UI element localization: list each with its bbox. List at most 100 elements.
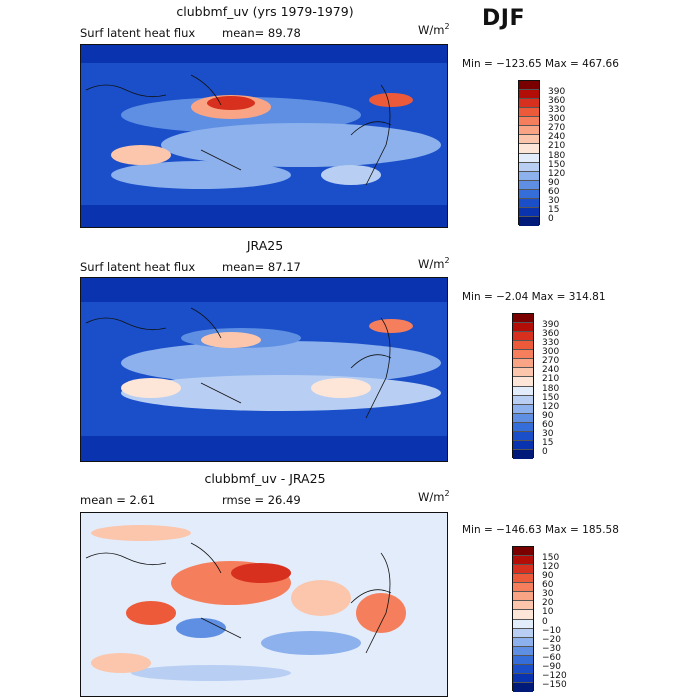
- panel-3-colorbar: [512, 546, 534, 692]
- colorbar-swatch: [519, 189, 539, 199]
- panel-3-units: W/m2: [418, 489, 450, 504]
- colorbar-tick-label: 270: [548, 123, 566, 134]
- colorbar-tick-label: 210: [548, 141, 566, 152]
- colorbar-swatch: [513, 341, 533, 351]
- colorbar-swatch: [513, 440, 533, 450]
- panel-1-colorbar-ticks: 390 360 330 300 270 240 210 180 150 120 90 60 30 15 0: [548, 84, 588, 224]
- colorbar-tick-label: −90: [542, 661, 561, 672]
- panel-2-title: JRA25: [246, 238, 284, 253]
- colorbar-tick-label: 240: [542, 365, 560, 376]
- colorbar-swatch: [519, 153, 539, 163]
- colorbar-tick-label: 0: [542, 616, 548, 627]
- panel-2-minmax: Min = −2.04 Max = 314.81: [462, 291, 606, 303]
- panel-2-map: [80, 277, 448, 462]
- panel-2-mean: mean= 87.17: [222, 260, 301, 274]
- colorbar-tick-label: −10: [542, 625, 561, 636]
- colorbar-swatch: [513, 592, 533, 602]
- colorbar-tick-label: 120: [548, 168, 566, 179]
- colorbar-swatch: [513, 332, 533, 342]
- colorbar-tick-label: 330: [542, 338, 560, 349]
- colorbar-tick-label: 300: [542, 347, 560, 358]
- colorbar-tick-label: 150: [542, 553, 560, 564]
- colorbar-swatch: [513, 601, 533, 611]
- colorbar-tick-label: 300: [548, 114, 566, 125]
- colorbar-tick-label: 60: [542, 419, 554, 430]
- colorbar-tick-label: 30: [542, 428, 554, 439]
- colorbar-swatch: [513, 556, 533, 566]
- panel-2-colorbar: [512, 313, 534, 459]
- panel-1-map: [80, 44, 448, 228]
- panel-1-variable-label: Surf latent heat flux: [80, 26, 196, 40]
- colorbar-tick-label: 390: [542, 320, 560, 331]
- colorbar-tick-label: 15: [542, 437, 554, 448]
- colorbar-swatch: [513, 619, 533, 629]
- colorbar-tick-label: 120: [542, 401, 560, 412]
- colorbar-tick-label: −120: [542, 670, 567, 681]
- colorbar-tick-label: 10: [542, 607, 554, 618]
- colorbar-tick-label: −60: [542, 652, 561, 663]
- colorbar-swatch: [519, 117, 539, 127]
- colorbar-tick-label: 270: [542, 356, 560, 367]
- colorbar-swatch: [519, 90, 539, 100]
- colorbar-swatch: [513, 628, 533, 638]
- colorbar-tick-label: 180: [548, 150, 566, 161]
- panel-1-minmax: Min = −123.65 Max = 467.66: [462, 58, 619, 70]
- panel-1-mean: mean= 89.78: [222, 26, 301, 40]
- colorbar-tick-label: 20: [542, 598, 554, 609]
- colorbar-swatch: [519, 144, 539, 154]
- colorbar-swatch: [513, 673, 533, 683]
- colorbar-swatch: [519, 108, 539, 118]
- colorbar-swatch: [519, 198, 539, 208]
- colorbar-swatch: [513, 646, 533, 656]
- colorbar-swatch: [519, 180, 539, 190]
- colorbar-tick-label: 150: [542, 392, 560, 403]
- colorbar-swatch: [513, 404, 533, 414]
- panel-2-units: W/m2: [418, 256, 450, 271]
- colorbar-tick-label: 15: [548, 204, 560, 215]
- colorbar-tick-label: 390: [548, 87, 566, 98]
- colorbar-swatch: [513, 386, 533, 396]
- colorbar-tick-label: 210: [542, 374, 560, 385]
- colorbar-swatch: [519, 126, 539, 136]
- colorbar-swatch: [513, 583, 533, 593]
- panel-3-mean: mean = 2.61: [80, 493, 156, 507]
- colorbar-swatch: [513, 368, 533, 378]
- colorbar-tick-label: −150: [542, 679, 567, 690]
- panel-2-variable-label: Surf latent heat flux: [80, 260, 196, 274]
- colorbar-tick-label: 360: [542, 329, 560, 340]
- colorbar-swatch: [513, 682, 533, 692]
- colorbar-swatch: [513, 431, 533, 441]
- colorbar-tick-label: 240: [548, 132, 566, 143]
- colorbar-swatch: [513, 547, 533, 557]
- panel-2-colorbar-ticks: 390 360 330 300 270 240 210 180 150 120 90 60 30 15 0: [542, 317, 582, 457]
- colorbar-swatch: [519, 171, 539, 181]
- colorbar-swatch: [513, 655, 533, 665]
- panel-1-title: clubbmf_uv (yrs 1979-1979): [176, 4, 354, 19]
- colorbar-swatch: [513, 395, 533, 405]
- season-label: DJF: [482, 6, 525, 31]
- colorbar-swatch: [513, 314, 533, 324]
- colorbar-swatch: [519, 135, 539, 145]
- colorbar-swatch: [513, 422, 533, 432]
- panel-3-map: [80, 512, 448, 697]
- panel-1-colorbar: [518, 80, 540, 226]
- colorbar-tick-label: 90: [542, 571, 554, 582]
- colorbar-swatch: [519, 216, 539, 226]
- panel-3-title: clubbmf_uv - JRA25: [204, 471, 326, 486]
- colorbar-tick-label: 30: [542, 589, 554, 600]
- colorbar-swatch: [519, 99, 539, 109]
- colorbar-swatch: [513, 565, 533, 575]
- colorbar-swatch: [513, 664, 533, 674]
- colorbar-swatch: [519, 162, 539, 172]
- colorbar-tick-label: 120: [542, 562, 560, 573]
- colorbar-swatch: [519, 207, 539, 217]
- colorbar-swatch: [513, 610, 533, 620]
- colorbar-tick-label: 360: [548, 96, 566, 107]
- colorbar-swatch: [513, 359, 533, 369]
- colorbar-tick-label: 0: [542, 446, 548, 457]
- panel-3-rmse: rmse = 26.49: [222, 493, 301, 507]
- colorbar-tick-label: −20: [542, 634, 561, 645]
- colorbar-tick-label: 60: [548, 186, 560, 197]
- colorbar-tick-label: 180: [542, 383, 560, 394]
- colorbar-tick-label: 330: [548, 105, 566, 116]
